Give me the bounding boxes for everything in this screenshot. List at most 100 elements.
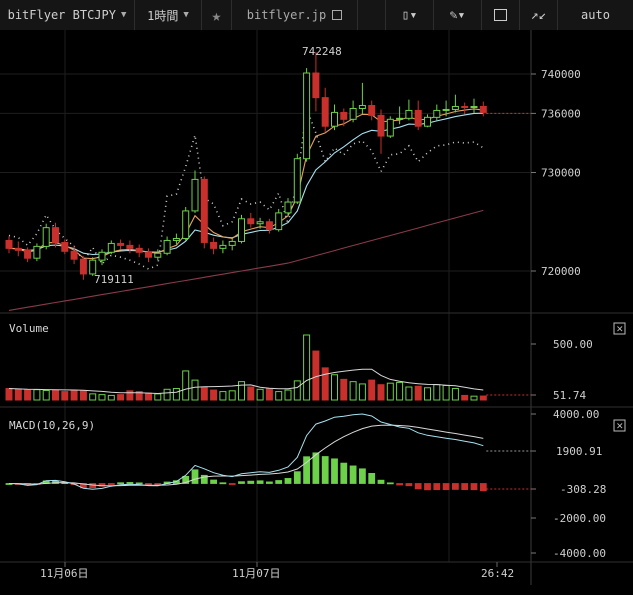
close-glyph: ✕ — [616, 422, 624, 432]
candle-body — [256, 221, 264, 225]
volume-bar — [182, 370, 190, 401]
macd-line — [8, 413, 484, 490]
volume-bar — [107, 394, 115, 401]
candle-body — [461, 106, 469, 109]
favorite-button[interactable]: ★ — [202, 0, 232, 30]
volume-bar — [303, 334, 311, 401]
volume-bar — [424, 387, 431, 401]
volume-bar — [70, 389, 78, 401]
volume-bar — [98, 394, 106, 401]
scale-mode-button[interactable]: auto — [558, 0, 633, 30]
volume-bar — [340, 378, 348, 401]
volume-bar — [163, 388, 171, 401]
candle-body — [396, 117, 404, 120]
volume-bar — [79, 390, 87, 401]
macd-histogram-bar — [349, 465, 357, 484]
macd-histogram-bar — [451, 483, 459, 490]
macd-histogram-bar — [331, 458, 338, 484]
macd-histogram-bar — [368, 472, 376, 484]
candle-body — [89, 259, 97, 275]
candle-body — [42, 227, 50, 247]
volume-bar — [284, 389, 292, 401]
macd-histogram-bar — [256, 480, 264, 484]
candle-body — [238, 218, 245, 242]
moving-average-line-10 — [8, 112, 484, 256]
macd-histogram-bar — [247, 480, 255, 484]
chart-area[interactable]: 742248 719111 740000 736000 730000 720000 V… — [0, 30, 633, 595]
candle-body — [275, 212, 283, 231]
volume-bar — [172, 388, 180, 401]
volume-panel: Volume ✕ 500.00 51.74 — [5, 322, 626, 402]
parabolic-sar-dots — [8, 108, 484, 270]
candle-body — [219, 244, 227, 249]
low-price-label: 719111 — [94, 273, 134, 286]
symbol-selector[interactable]: bitFlyer BTCJPY ▼ — [0, 0, 135, 30]
volume-bar — [321, 367, 329, 401]
candle-body — [303, 72, 311, 160]
candle-body — [293, 158, 301, 203]
macd-histogram-bar — [107, 483, 115, 485]
volume-axis: 500.00 51.74 — [486, 338, 593, 402]
close-icon[interactable] — [613, 322, 626, 335]
candle-body — [479, 106, 487, 113]
candle-body — [321, 97, 329, 127]
candle-body — [61, 241, 69, 252]
macd-histogram-bar — [479, 483, 487, 492]
macd-histogram-bar — [414, 483, 422, 490]
interval-label: 1時間 — [147, 8, 179, 23]
time-label: 11月07日 — [232, 567, 281, 580]
candle-body — [451, 106, 459, 110]
candle-body — [107, 242, 115, 253]
site-link[interactable]: bitflyer.jp — [232, 0, 358, 30]
time-axis: 11月06日 11月07日 26:42 — [40, 562, 514, 580]
long-moving-average-line — [8, 209, 484, 311]
spacer — [358, 0, 386, 30]
macd-histogram-bar — [442, 483, 450, 491]
volume-bar — [331, 374, 338, 401]
volume-bar — [52, 389, 59, 401]
interval-selector[interactable]: 1時間 ▼ — [135, 0, 202, 30]
candle-body — [135, 247, 143, 253]
candle-body — [368, 105, 376, 116]
candles — [5, 51, 487, 280]
macd-axis-label: -308.28 — [560, 483, 606, 496]
macd-histogram-bar — [321, 456, 329, 484]
indicator-button[interactable] — [482, 0, 520, 30]
macd-histogram-bar — [293, 471, 301, 484]
draw-tool-button[interactable]: ✎▾ — [434, 0, 482, 30]
macd-histogram-bar — [117, 482, 124, 485]
star-icon: ★ — [211, 5, 222, 25]
volume-bar — [256, 388, 264, 401]
candle-body — [24, 249, 32, 259]
time-label: 11月06日 — [40, 567, 89, 580]
volume-bar — [238, 381, 245, 401]
volume-bar — [293, 380, 301, 401]
volume-bar — [349, 381, 357, 401]
candle-body — [349, 107, 357, 120]
macd-histogram-bar — [200, 474, 208, 484]
macd-histogram-bar — [424, 483, 431, 491]
volume-bar — [396, 381, 404, 401]
macd-axis-label: -4000.00 — [553, 547, 606, 560]
chevron-down-icon: ▼ — [120, 10, 127, 20]
toolbar: bitFlyer BTCJPY ▼ 1時間 ▼ ★ bitflyer.jp ▯▾… — [0, 0, 633, 31]
candle-body — [172, 237, 180, 241]
fullscreen-button[interactable]: ↗↙ — [520, 0, 558, 30]
close-icon[interactable] — [613, 419, 626, 432]
macd-histogram-bar — [210, 479, 218, 484]
volume-bar — [275, 391, 283, 401]
volume-axis-label: 51.74 — [553, 389, 586, 402]
price-axis-label: 740000 — [541, 68, 581, 81]
candle-type-button[interactable]: ▯▾ — [386, 0, 434, 30]
macd-histogram-bar — [396, 483, 404, 486]
candle-body — [442, 108, 450, 111]
volume-bar — [191, 379, 199, 401]
volume-bar — [145, 392, 152, 401]
price-axis-label: 720000 — [541, 265, 581, 278]
candle-body — [182, 210, 190, 239]
candle-body — [79, 258, 87, 275]
candle-body — [163, 239, 171, 254]
candle-body — [117, 242, 125, 246]
volume-bar — [228, 390, 236, 401]
volume-average-line — [8, 368, 484, 395]
